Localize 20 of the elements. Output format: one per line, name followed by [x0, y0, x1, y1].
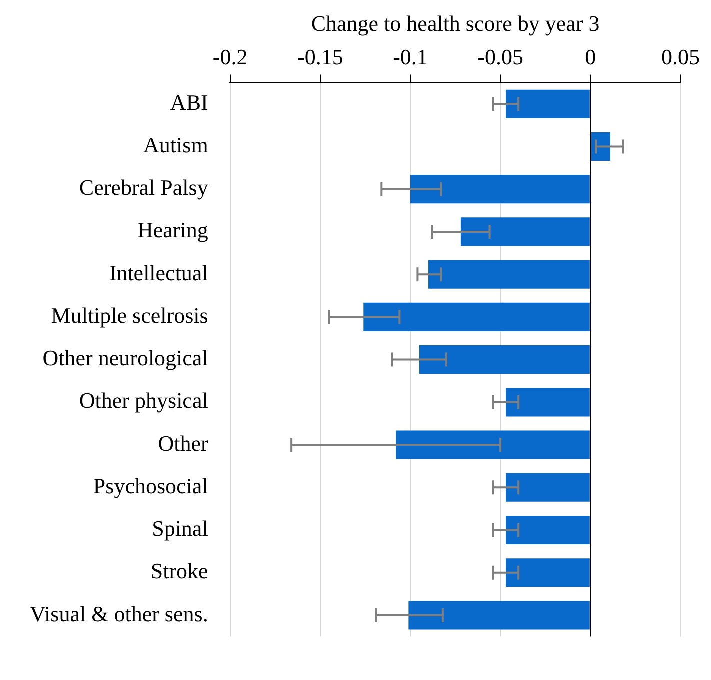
x-axis-title: Change to health score by year 3 [311, 10, 600, 36]
y-tick-label: Other [158, 430, 209, 456]
y-tick-label: Autism [144, 132, 208, 158]
y-tick-label: ABI [170, 90, 208, 115]
y-tick-label: Spinal [152, 516, 208, 542]
x-tick-label: -0.05 [478, 44, 524, 70]
y-tick-label: Multiple scelrosis [51, 302, 208, 328]
x-tick-label: -0.2 [212, 44, 248, 70]
y-tick-label: Hearing [137, 218, 208, 243]
x-tick-label: -0.1 [393, 44, 428, 70]
y-tick-label: Psychosocial [93, 473, 208, 498]
y-tick-label: Other physical [79, 388, 208, 414]
y-tick-label: Cerebral Palsy [79, 175, 208, 200]
y-tick-label: Visual & other sens. [30, 601, 208, 626]
y-tick-label: Stroke [150, 558, 208, 584]
y-tick-label: Other neurological [42, 346, 208, 371]
x-tick-label: 0.05 [662, 44, 700, 70]
x-tick-label: -0.15 [297, 44, 344, 70]
x-tick-label: 0 [585, 44, 596, 70]
y-tick-label: Intellectual [109, 260, 208, 286]
